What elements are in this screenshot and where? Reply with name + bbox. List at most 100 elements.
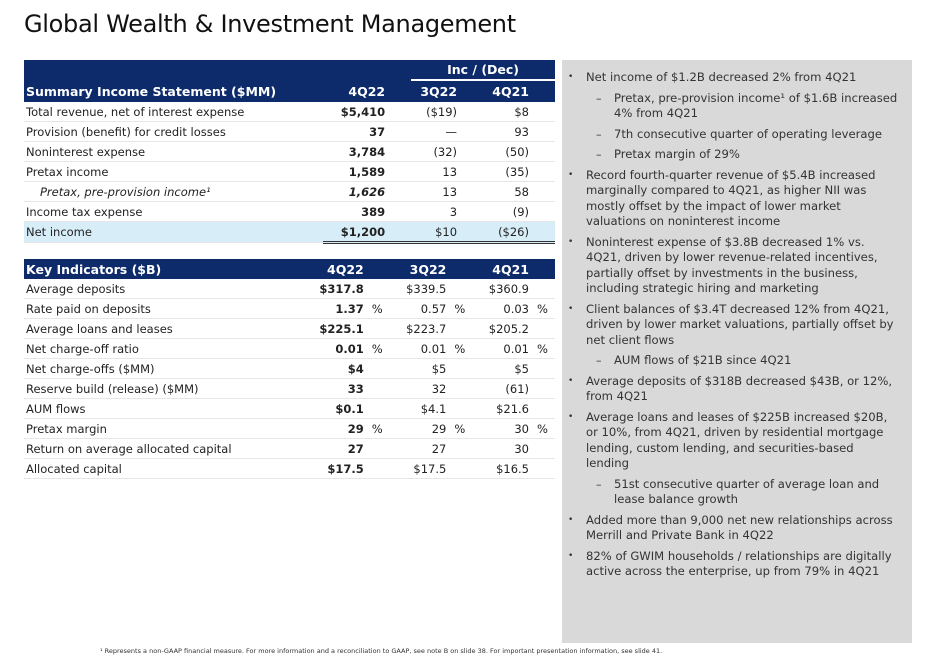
- cell: $5,410: [323, 102, 388, 122]
- cell: (9): [483, 201, 531, 222]
- cell: %: [531, 298, 555, 319]
- cell: Rate paid on deposits: [24, 298, 302, 319]
- cell: 13: [411, 161, 460, 182]
- cell: 0.03: [472, 298, 531, 319]
- cell: %: [531, 338, 555, 359]
- cell: [448, 398, 473, 419]
- cell: 29: [301, 418, 366, 439]
- bullet-item: Pretax, pre-provision income¹ of $1.6B i…: [586, 91, 898, 122]
- bullet-item: Net income of $1.2B decreased 2% from 4Q…: [568, 70, 898, 86]
- cell: 30: [472, 418, 531, 439]
- cell: 58: [483, 181, 531, 202]
- cell: ($19): [411, 102, 460, 122]
- cell: $16.5: [472, 458, 531, 479]
- income-statement-table: Inc / (Dec) Summary Income Statement ($M…: [24, 60, 555, 244]
- table-row: Net income $1,200 $10 ($26): [24, 221, 555, 244]
- bullet-item: Noninterest expense of $3.8B decreased 1…: [568, 235, 898, 297]
- cell: [531, 398, 555, 419]
- cell: [365, 458, 390, 479]
- cell: Average loans and leases: [24, 318, 302, 339]
- bullet-item: Client balances of $3.4T decreased 12% f…: [568, 302, 898, 349]
- cell: [531, 378, 555, 399]
- cell: %: [448, 298, 473, 319]
- col-header: 3Q22: [389, 259, 449, 279]
- cell: Pretax margin: [24, 418, 302, 439]
- cell: $223.7: [389, 318, 449, 339]
- cell: 37: [323, 121, 388, 142]
- table-heading: Summary Income Statement ($MM): [24, 80, 324, 102]
- cell: Total revenue, net of interest expense: [24, 102, 324, 122]
- col-header: 4Q22: [301, 259, 366, 279]
- cell: (32): [411, 141, 460, 162]
- bullet-item: Added more than 9,000 net new relationsh…: [568, 513, 898, 544]
- key-indicators-table: Key Indicators ($B) 4Q22 3Q22 4Q21 Avera…: [24, 259, 555, 479]
- col-header: 4Q21: [483, 80, 531, 102]
- cell: [448, 358, 473, 379]
- cell: 29: [389, 418, 449, 439]
- cell: [531, 458, 555, 479]
- cell: [448, 458, 473, 479]
- bullet-item: Record fourth-quarter revenue of $5.4B i…: [568, 168, 898, 230]
- bullet-item: Average deposits of $318B decreased $43B…: [568, 374, 898, 405]
- cell: 32: [389, 378, 449, 399]
- table-row: Return on average allocated capital 27 27 3…: [24, 438, 555, 459]
- cell: $17.5: [301, 458, 366, 479]
- cell: $17.5: [389, 458, 449, 479]
- cell: %: [365, 338, 390, 359]
- inc-dec-header: Inc / (Dec): [411, 60, 555, 81]
- cell: 0.01: [301, 338, 366, 359]
- cell: $1,200: [323, 221, 388, 244]
- cell: [365, 358, 390, 379]
- cell: ($26): [483, 221, 531, 244]
- cell: $317.8: [301, 279, 366, 299]
- cell: 27: [389, 438, 449, 459]
- table-row: Pretax income 1,589 13 (35): [24, 161, 555, 182]
- table-row: AUM flows $0.1 $4.1 $21.6: [24, 398, 555, 419]
- cell: [531, 438, 555, 459]
- cell: 0.01: [472, 338, 531, 359]
- cell: 0.01: [389, 338, 449, 359]
- cell: 13: [411, 181, 460, 202]
- cell: [531, 279, 555, 299]
- cell: $360.9: [472, 279, 531, 299]
- cell: Net charge-off ratio: [24, 338, 302, 359]
- cell: $0.1: [301, 398, 366, 419]
- cell: Reserve build (release) ($MM): [24, 378, 302, 399]
- cell: 33: [301, 378, 366, 399]
- cell: (50): [483, 141, 531, 162]
- table-row: Provision (benefit) for credit losses 37 —…: [24, 121, 555, 142]
- bullet-item: Average loans and leases of $225B increa…: [568, 410, 898, 472]
- cell: [365, 438, 390, 459]
- cell: Net charge-offs ($MM): [24, 358, 302, 379]
- table-row: Rate paid on deposits 1.37% 0.57% 0.03%: [24, 298, 555, 319]
- cell: [448, 378, 473, 399]
- cell: 3,784: [323, 141, 388, 162]
- cell: [531, 358, 555, 379]
- cell: Income tax expense: [24, 201, 324, 222]
- page-title: Global Wealth & Investment Management: [24, 10, 516, 38]
- cell: 389: [323, 201, 388, 222]
- cell: Average deposits: [24, 279, 302, 299]
- cell: AUM flows: [24, 398, 302, 419]
- cell: $5: [389, 358, 449, 379]
- bullet-item: 51st consecutive quarter of average loan…: [586, 477, 898, 508]
- cell: $205.2: [472, 318, 531, 339]
- table-row: Income tax expense 389 3 (9): [24, 201, 555, 222]
- col-header: 3Q22: [411, 80, 460, 102]
- footnote: ¹ Represents a non-GAAP financial measur…: [100, 647, 663, 655]
- cell: 1,626: [323, 181, 388, 202]
- cell: [365, 398, 390, 419]
- cell: 1,589: [323, 161, 388, 182]
- cell: [531, 318, 555, 339]
- cell: [365, 279, 390, 299]
- table-row: Pretax, pre-provision income¹ 1,626 13 58: [24, 181, 555, 202]
- table-row: Average loans and leases $225.1 $223.7 $205…: [24, 318, 555, 339]
- cell: 27: [301, 438, 366, 459]
- cell: Pretax, pre-provision income¹: [24, 181, 324, 202]
- commentary-panel: Net income of $1.2B decreased 2% from 4Q…: [562, 60, 912, 643]
- bullet-item: Pretax margin of 29%: [586, 147, 898, 163]
- cell: %: [365, 418, 390, 439]
- cell: $225.1: [301, 318, 366, 339]
- cell: %: [531, 418, 555, 439]
- table-row: Reserve build (release) ($MM) 33 32 (61): [24, 378, 555, 399]
